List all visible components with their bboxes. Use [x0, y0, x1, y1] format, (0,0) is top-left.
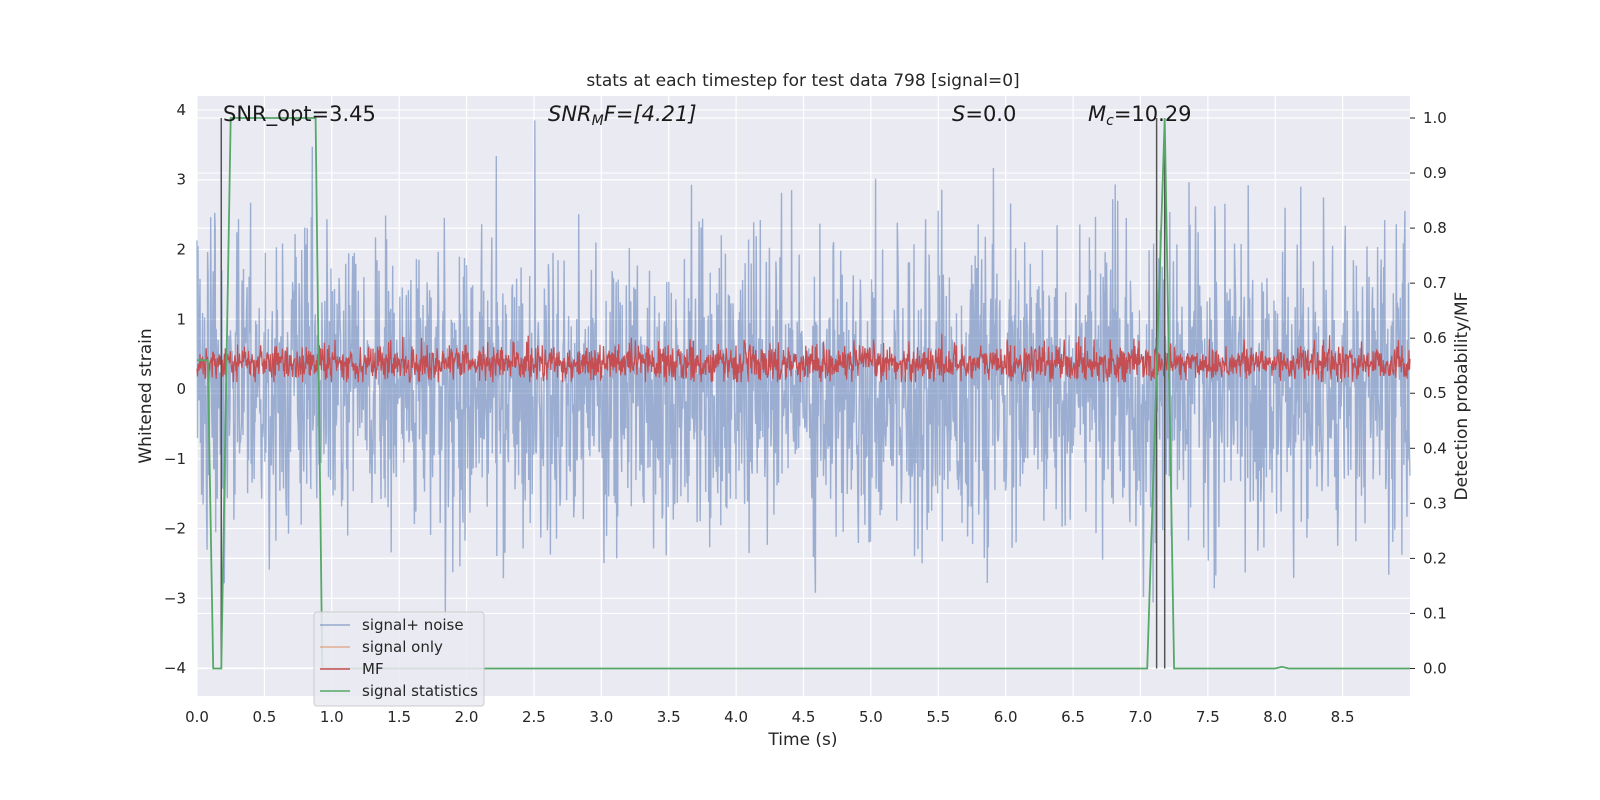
- signal-statistics-line: [197, 117, 1410, 670]
- y-right-tick-label-5: 0.5: [1423, 384, 1447, 402]
- legend-label-signal-only: signal only: [362, 638, 443, 656]
- x-tick-label-0: 0.0: [185, 708, 209, 726]
- y-right-tick-label-4: 0.6: [1423, 329, 1447, 347]
- x-tick-label-8: 4.0: [724, 708, 748, 726]
- y-left-axis-label: Whitened strain: [136, 328, 156, 463]
- annotation-mc: Mc=10.29: [1088, 102, 1192, 129]
- y-right-axis-label: Detection probability/MF: [1452, 292, 1472, 501]
- y-left-tick-label-1: 3: [176, 171, 186, 189]
- y-right-tick-label-2: 0.8: [1423, 219, 1447, 237]
- x-tick-label-1: 0.5: [252, 708, 276, 726]
- y-right-tick-label-0: 1.0: [1423, 109, 1447, 127]
- x-tick-label-7: 3.5: [657, 708, 681, 726]
- y-right-tick-label-10: 0.0: [1423, 659, 1447, 677]
- legend-label-signal-noise: signal+ noise: [362, 616, 464, 634]
- snr-mf-rest: F=[4.21]: [604, 102, 697, 126]
- x-tick-label-9: 4.5: [792, 708, 816, 726]
- series-signal-noise: [196, 120, 1411, 616]
- y-right-tick-label-1: 0.9: [1423, 164, 1447, 182]
- x-tick-label-16: 8.0: [1263, 708, 1287, 726]
- x-tick-label-14: 7.0: [1129, 708, 1153, 726]
- x-tick-label-4: 2.0: [455, 708, 479, 726]
- x-tick-label-5: 2.5: [522, 708, 546, 726]
- y-left-tick-label-7: −3: [164, 589, 186, 607]
- mc-rest: =10.29: [1114, 102, 1192, 126]
- x-tick-label-2: 1.0: [320, 708, 344, 726]
- snr-mf-sub: M: [592, 113, 604, 129]
- x-tick-label-15: 7.5: [1196, 708, 1220, 726]
- x-axis-label: Time (s): [767, 730, 837, 750]
- y-right-tick-label-6: 0.4: [1423, 439, 1447, 457]
- s-var: S: [952, 102, 965, 126]
- legend: signal+ noise signal only MF signal stat…: [313, 611, 485, 707]
- y-left-ticks: 4 3 2 1 0 −1 −2 −3 −4: [164, 101, 186, 677]
- y-right-ticks: 1.0 0.9 0.8 0.7 0.6 0.5 0.4 0.3 0.2 0.1 0.0: [1410, 109, 1447, 677]
- snr-mf-main: SNR: [548, 102, 592, 126]
- y-right-tick-label-3: 0.7: [1423, 274, 1447, 292]
- s-rest: =0.0: [965, 102, 1016, 126]
- x-tick-label-11: 5.5: [926, 708, 950, 726]
- series-mf: [196, 333, 1411, 383]
- x-tick-label-17: 8.5: [1331, 708, 1355, 726]
- x-tick-label-13: 6.5: [1061, 708, 1085, 726]
- x-tick-label-10: 5.0: [859, 708, 883, 726]
- x-ticks: 0.0 0.5 1.0 1.5 2.0 2.5 3.0 3.5 4.0 4.5 5.0 5.5 6.0 6…: [185, 708, 1354, 726]
- legend-label-signal-statistics: signal statistics: [362, 682, 478, 700]
- y-left-tick-label-6: −2: [164, 520, 186, 538]
- y-right-tick-label-9: 0.1: [1423, 604, 1447, 622]
- mc-sub: c: [1106, 113, 1114, 129]
- annotation-s: S=0.0: [952, 102, 1016, 126]
- y-left-tick-label-8: −4: [164, 659, 186, 677]
- annotation-snr-mf: SNRMF=[4.21]: [548, 102, 697, 129]
- y-left-tick-label-4: 0: [176, 380, 186, 398]
- x-tick-label-3: 1.5: [387, 708, 411, 726]
- legend-box: [313, 611, 485, 707]
- chart-title: stats at each timestep for test data 798…: [586, 71, 1019, 91]
- mc-var: M: [1088, 102, 1106, 126]
- y-left-tick-label-2: 2: [176, 240, 186, 258]
- y-left-tick-label-3: 1: [176, 310, 186, 328]
- legend-label-mf: MF: [362, 660, 384, 678]
- mf-line: [196, 333, 1411, 383]
- x-tick-label-6: 3.0: [589, 708, 613, 726]
- annotation-snr-opt: SNR_opt=3.45: [223, 102, 376, 127]
- y-left-tick-label-5: −1: [164, 450, 186, 468]
- x-tick-label-12: 6.0: [994, 708, 1018, 726]
- series-signal-statistics: [197, 117, 1410, 670]
- signal-noise-line: [196, 120, 1411, 616]
- y-left-tick-label-0: 4: [176, 101, 186, 119]
- y-right-tick-label-7: 0.3: [1423, 494, 1447, 512]
- y-right-tick-label-8: 0.2: [1423, 549, 1447, 567]
